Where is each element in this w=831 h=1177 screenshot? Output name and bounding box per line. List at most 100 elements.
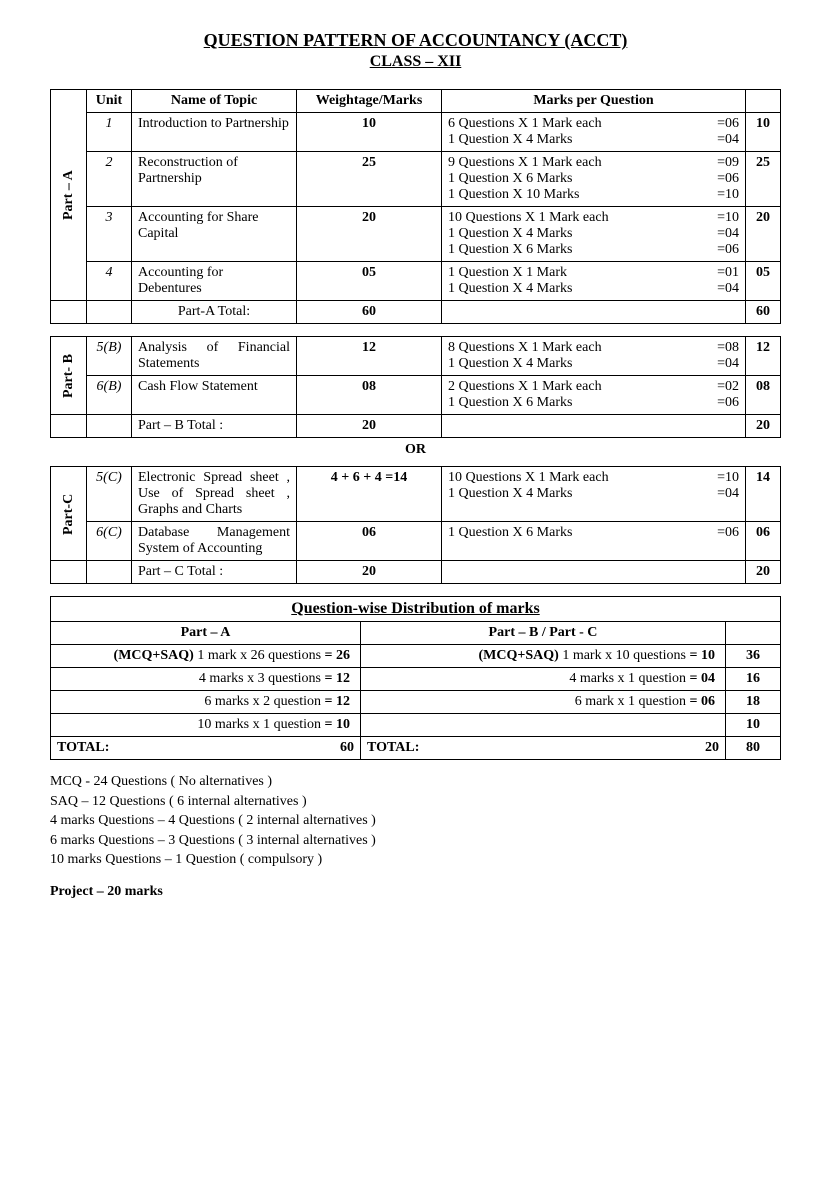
dist-total-b: TOTAL:20 — [361, 737, 726, 760]
dist-a: 6 marks x 2 question = 12 — [51, 691, 361, 714]
unit: 6(B) — [87, 376, 132, 415]
dist-t: 18 — [725, 691, 780, 714]
dist-a: 10 marks x 1 question = 10 — [51, 714, 361, 737]
part-a-table: Part – A Unit Name of Topic Weightage/Ma… — [50, 89, 781, 324]
dist-header-row: Part – A Part – B / Part - C — [51, 622, 781, 645]
weightage: 08 — [297, 376, 442, 415]
weightage: 06 — [297, 522, 442, 561]
topic: Analysis of Financial Statements — [132, 337, 297, 376]
dist-title-row: Question-wise Distribution of marks — [51, 597, 781, 622]
project-line: Project – 20 marks — [50, 884, 781, 900]
weightage: 20 — [297, 207, 442, 262]
dist-b: 6 mark x 1 question = 06 — [361, 691, 726, 714]
unit: 6(C) — [87, 522, 132, 561]
row-total: 14 — [746, 467, 781, 522]
table-row: Part-C 5(C) Electronic Spread sheet , Us… — [51, 467, 781, 522]
unit: 2 — [87, 152, 132, 207]
mpq: 9 Questions X 1 Mark each=091 Question X… — [442, 152, 746, 207]
part-b-label: Part- B — [51, 337, 87, 415]
table-header-row: Part – A Unit Name of Topic Weightage/Ma… — [51, 90, 781, 113]
part-c-total-row: Part – C Total : 20 20 — [51, 561, 781, 584]
part-a-label: Part – A — [51, 90, 87, 301]
topic: Cash Flow Statement — [132, 376, 297, 415]
note-line: 10 marks Questions – 1 Question ( compul… — [50, 850, 781, 870]
part-b-total-label: Part – B Total : — [132, 415, 297, 438]
part-a-total-weight: 60 — [297, 301, 442, 324]
note-line: SAQ – 12 Questions ( 6 internal alternat… — [50, 792, 781, 812]
unit: 5(B) — [87, 337, 132, 376]
row-total: 06 — [746, 522, 781, 561]
dist-b — [361, 714, 726, 737]
topic: Accounting for Debentures — [132, 262, 297, 301]
part-c-label: Part-C — [51, 467, 87, 561]
dist-total-row: TOTAL:60 TOTAL:20 80 — [51, 737, 781, 760]
dist-a: (MCQ+SAQ) 1 mark x 26 questions = 26 — [51, 645, 361, 668]
table-row: 4 Accounting for Debentures 05 1 Questio… — [51, 262, 781, 301]
table-row: 1 Introduction to Partnership 10 6 Quest… — [51, 113, 781, 152]
note-line: MCQ - 24 Questions ( No alternatives ) — [50, 772, 781, 792]
table-row: 2 Reconstruction of Partnership 25 9 Que… — [51, 152, 781, 207]
note-line: 6 marks Questions – 3 Questions ( 3 inte… — [50, 831, 781, 851]
col-weightage: Weightage/Marks — [297, 90, 442, 113]
topic: Database Management System of Accounting — [132, 522, 297, 561]
part-b-total-right: 20 — [746, 415, 781, 438]
mpq: 6 Questions X 1 Mark each=061 Question X… — [442, 113, 746, 152]
dist-row: 10 marks x 1 question = 10 10 — [51, 714, 781, 737]
page-title: QUESTION PATTERN OF ACCOUNTANCY (ACCT) — [50, 30, 781, 51]
dist-total-t: 80 — [725, 737, 780, 760]
col-blank — [746, 90, 781, 113]
dist-b: (MCQ+SAQ) 1 mark x 10 questions = 10 — [361, 645, 726, 668]
note-line: 4 marks Questions – 4 Questions ( 2 inte… — [50, 811, 781, 831]
topic: Accounting for Share Capital — [132, 207, 297, 262]
mpq: 1 Question X 6 Marks=06 — [442, 522, 746, 561]
dist-col-a: Part – A — [51, 622, 361, 645]
part-b-total-weight: 20 — [297, 415, 442, 438]
unit: 3 — [87, 207, 132, 262]
table-row: 6(C) Database Management System of Accou… — [51, 522, 781, 561]
dist-a: 4 marks x 3 questions = 12 — [51, 668, 361, 691]
table-row: Part- B 5(B) Analysis of Financial State… — [51, 337, 781, 376]
col-topic: Name of Topic — [132, 90, 297, 113]
notes-block: MCQ - 24 Questions ( No alternatives ) S… — [50, 772, 781, 870]
unit: 4 — [87, 262, 132, 301]
row-total: 20 — [746, 207, 781, 262]
weightage: 12 — [297, 337, 442, 376]
part-a-total-label: Part-A Total: — [132, 301, 297, 324]
dist-row: 4 marks x 3 questions = 12 4 marks x 1 q… — [51, 668, 781, 691]
mpq: 10 Questions X 1 Mark each=101 Question … — [442, 207, 746, 262]
part-b-table: Part- B 5(B) Analysis of Financial State… — [50, 336, 781, 438]
mpq: 8 Questions X 1 Mark each=081 Question X… — [442, 337, 746, 376]
unit: 1 — [87, 113, 132, 152]
weightage: 10 — [297, 113, 442, 152]
dist-b: 4 marks x 1 question = 04 — [361, 668, 726, 691]
part-b-total-row: Part – B Total : 20 20 — [51, 415, 781, 438]
col-unit: Unit — [87, 90, 132, 113]
topic: Reconstruction of Partnership — [132, 152, 297, 207]
row-total: 25 — [746, 152, 781, 207]
row-total: 05 — [746, 262, 781, 301]
dist-col-b: Part – B / Part - C — [361, 622, 726, 645]
part-c-total-right: 20 — [746, 561, 781, 584]
topic: Introduction to Partnership — [132, 113, 297, 152]
table-row: 3 Accounting for Share Capital 20 10 Que… — [51, 207, 781, 262]
col-mpq: Marks per Question — [442, 90, 746, 113]
dist-t: 16 — [725, 668, 780, 691]
dist-row: (MCQ+SAQ) 1 mark x 26 questions = 26 (MC… — [51, 645, 781, 668]
row-total: 12 — [746, 337, 781, 376]
dist-total-a: TOTAL:60 — [51, 737, 361, 760]
weightage: 25 — [297, 152, 442, 207]
part-c-total-weight: 20 — [297, 561, 442, 584]
dist-t: 10 — [725, 714, 780, 737]
row-total: 08 — [746, 376, 781, 415]
topic: Electronic Spread sheet , Use of Spread … — [132, 467, 297, 522]
page-subtitle: CLASS – XII — [50, 53, 781, 71]
dist-t: 36 — [725, 645, 780, 668]
part-c-total-label: Part – C Total : — [132, 561, 297, 584]
dist-title: Question-wise Distribution of marks — [51, 597, 781, 622]
part-c-table: Part-C 5(C) Electronic Spread sheet , Us… — [50, 466, 781, 584]
weightage: 05 — [297, 262, 442, 301]
part-a-total-row: Part-A Total: 60 60 — [51, 301, 781, 324]
weightage: 4 + 6 + 4 =14 — [297, 467, 442, 522]
table-row: 6(B) Cash Flow Statement 08 2 Questions … — [51, 376, 781, 415]
mpq: 2 Questions X 1 Mark each=021 Question X… — [442, 376, 746, 415]
